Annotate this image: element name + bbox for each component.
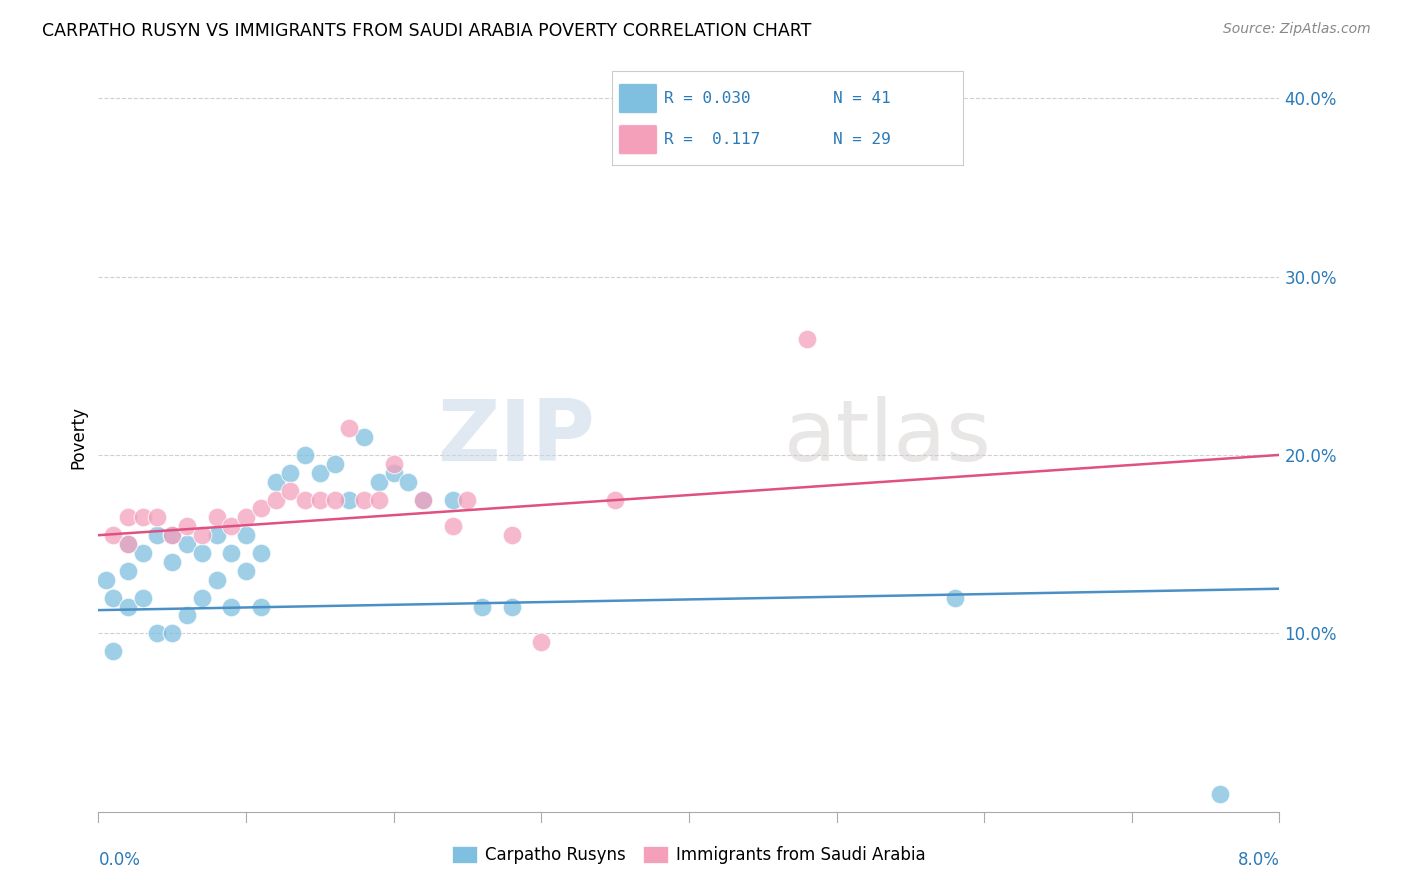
Point: [117, 599, 139, 614]
Point: [205, 510, 228, 524]
Point: [103, 591, 125, 605]
Point: [191, 591, 214, 605]
Text: N = 29: N = 29: [832, 132, 891, 147]
Point: [250, 546, 273, 560]
Text: 0.0%: 0.0%: [98, 851, 141, 869]
Point: [368, 492, 391, 507]
Point: [280, 483, 302, 498]
Point: [441, 492, 464, 507]
Point: [117, 537, 139, 551]
Point: [221, 599, 243, 614]
FancyBboxPatch shape: [619, 84, 658, 113]
Point: [162, 528, 183, 542]
Point: [146, 510, 169, 524]
Point: [294, 492, 316, 507]
Point: [235, 528, 257, 542]
Legend: Carpatho Rusyns, Immigrants from Saudi Arabia: Carpatho Rusyns, Immigrants from Saudi A…: [446, 839, 932, 871]
Point: [382, 457, 405, 471]
Point: [501, 528, 523, 542]
Point: [162, 626, 183, 640]
Point: [353, 492, 375, 507]
Point: [339, 492, 361, 507]
Point: [103, 528, 125, 542]
Point: [323, 457, 346, 471]
Point: [235, 564, 257, 578]
Point: [943, 591, 966, 605]
Point: [176, 519, 198, 533]
Point: [1209, 787, 1232, 801]
Point: [323, 492, 346, 507]
Point: [471, 599, 494, 614]
Text: ZIP: ZIP: [437, 395, 595, 479]
Point: [205, 573, 228, 587]
Point: [339, 421, 361, 435]
Point: [250, 501, 273, 516]
Point: [94, 573, 117, 587]
Point: [264, 492, 287, 507]
Text: R = 0.030: R = 0.030: [665, 91, 751, 106]
Point: [441, 519, 464, 533]
Point: [146, 528, 169, 542]
Point: [176, 608, 198, 623]
Text: 8.0%: 8.0%: [1237, 851, 1279, 869]
Text: CARPATHO RUSYN VS IMMIGRANTS FROM SAUDI ARABIA POVERTY CORRELATION CHART: CARPATHO RUSYN VS IMMIGRANTS FROM SAUDI …: [42, 22, 811, 40]
Point: [205, 528, 228, 542]
Point: [707, 145, 730, 159]
Point: [191, 528, 214, 542]
Point: [398, 475, 420, 489]
Point: [368, 475, 391, 489]
Text: N = 41: N = 41: [832, 91, 891, 106]
Point: [176, 537, 198, 551]
Point: [221, 519, 243, 533]
Point: [280, 466, 302, 480]
Point: [382, 466, 405, 480]
Point: [132, 591, 155, 605]
Point: [309, 466, 332, 480]
Point: [162, 528, 183, 542]
Point: [353, 430, 375, 444]
Point: [221, 546, 243, 560]
Point: [117, 564, 139, 578]
Point: [250, 599, 273, 614]
Point: [132, 546, 155, 560]
Y-axis label: Poverty: Poverty: [69, 406, 87, 468]
Point: [457, 492, 479, 507]
Point: [117, 510, 139, 524]
Point: [309, 492, 332, 507]
Text: atlas: atlas: [783, 395, 991, 479]
Text: R =  0.117: R = 0.117: [665, 132, 761, 147]
FancyBboxPatch shape: [619, 125, 658, 154]
Point: [191, 546, 214, 560]
Point: [530, 635, 553, 649]
Point: [103, 644, 125, 658]
Point: [162, 555, 183, 569]
Point: [132, 510, 155, 524]
Point: [264, 475, 287, 489]
Point: [146, 626, 169, 640]
Point: [796, 332, 818, 346]
Point: [117, 537, 139, 551]
Point: [294, 448, 316, 462]
Point: [412, 492, 434, 507]
Point: [501, 599, 523, 614]
Point: [235, 510, 257, 524]
Text: Source: ZipAtlas.com: Source: ZipAtlas.com: [1223, 22, 1371, 37]
Point: [605, 492, 627, 507]
Point: [412, 492, 434, 507]
